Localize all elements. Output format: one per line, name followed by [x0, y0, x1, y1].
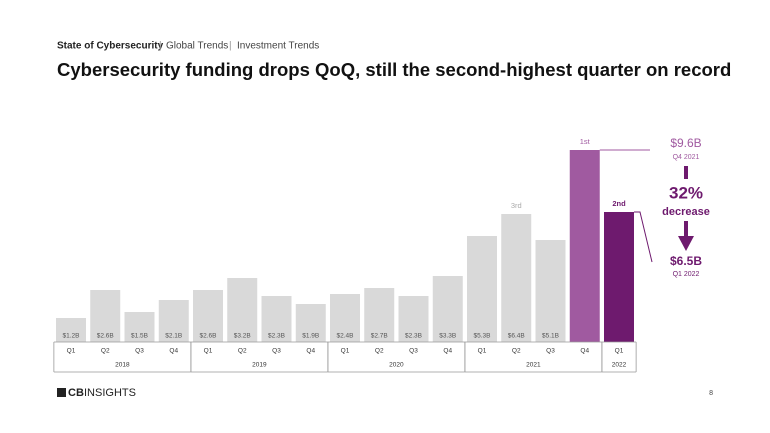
annotation-change-text: decrease — [662, 206, 710, 218]
bar — [295, 304, 326, 342]
annotation-arrow-shaft — [684, 221, 688, 237]
bar — [467, 236, 497, 342]
x-tick-label: Q4 — [306, 348, 315, 355]
logo-icon — [57, 388, 66, 397]
logo: CB — [68, 387, 84, 399]
value-label: $3.3B — [439, 333, 456, 340]
value-label: $1.9B — [302, 333, 319, 340]
x-tick-label: Q3 — [409, 348, 418, 355]
x-tick-label: Q1 — [341, 348, 350, 355]
bar — [501, 214, 532, 342]
bar — [364, 288, 395, 342]
bar — [56, 318, 86, 342]
logo: INSIGHTS — [84, 387, 136, 399]
bar — [261, 296, 292, 342]
x-tick-label: Q1 — [478, 348, 487, 355]
year-label: 2020 — [389, 362, 404, 369]
x-tick-label: Q4 — [580, 348, 589, 355]
chart-title: Cybersecurity funding drops QoQ, still t… — [57, 59, 731, 80]
x-tick-label: Q3 — [272, 348, 281, 355]
value-label: $2.4B — [337, 333, 354, 340]
value-label: $2.1B — [165, 333, 182, 340]
value-label: $1.5B — [131, 333, 148, 340]
rank-label: 2nd — [612, 199, 626, 208]
x-tick-label: Q3 — [546, 348, 555, 355]
bar — [535, 240, 566, 342]
bar — [330, 294, 360, 342]
annotation-period: Q1 2022 — [673, 271, 700, 278]
annotation-period: Q4 2021 — [673, 154, 700, 161]
page-number: 8 — [709, 390, 713, 397]
x-tick-label: Q2 — [375, 348, 384, 355]
value-label: $1.2B — [63, 333, 80, 340]
value-label: $6.4B — [508, 333, 525, 340]
separator: | — [229, 41, 232, 52]
separator: | — [159, 41, 162, 52]
year-label: 2021 — [526, 362, 541, 369]
annotation-arrow-head — [678, 236, 694, 251]
x-tick-label: Q2 — [238, 348, 247, 355]
bar — [193, 290, 223, 342]
bar — [124, 312, 155, 342]
bar — [398, 296, 429, 342]
x-tick-label: Q3 — [135, 348, 144, 355]
x-tick-label: Q1 — [67, 348, 76, 355]
bar — [158, 300, 189, 342]
breadcrumb: State of Cybersecurity — [57, 41, 164, 52]
annotation-value: $6.5B — [670, 254, 702, 268]
rank-label: 1st — [580, 137, 591, 146]
value-label: $2.3B — [268, 333, 285, 340]
x-tick-label: Q2 — [101, 348, 110, 355]
bar — [569, 150, 600, 342]
x-tick-label: Q1 — [615, 348, 624, 355]
breadcrumb: Global Trends — [166, 41, 228, 52]
x-tick-label: Q1 — [204, 348, 213, 355]
year-label: 2019 — [252, 362, 267, 369]
value-label: $2.7B — [371, 333, 388, 340]
breadcrumb: Investment Trends — [237, 41, 319, 52]
bar — [227, 278, 258, 342]
x-tick-label: Q2 — [512, 348, 521, 355]
value-label: $5.3B — [474, 333, 491, 340]
value-label: $2.3B — [405, 333, 422, 340]
annotation-value: $9.6B — [670, 136, 701, 150]
value-label: $2.6B — [200, 333, 217, 340]
connector — [634, 211, 653, 263]
value-label: $3.2B — [234, 333, 251, 340]
value-label: $2.6B — [97, 333, 114, 340]
year-label: 2018 — [115, 362, 130, 369]
x-tick-label: Q4 — [169, 348, 178, 355]
annotation-tick — [684, 166, 688, 179]
annotation-change: 32% — [669, 183, 703, 202]
rank-label: 3rd — [511, 201, 522, 210]
bar — [432, 276, 463, 342]
x-tick-label: Q4 — [443, 348, 452, 355]
bar — [604, 212, 634, 342]
value-label: $5.1B — [542, 333, 559, 340]
bar — [90, 290, 121, 342]
year-label: 2022 — [612, 362, 627, 369]
